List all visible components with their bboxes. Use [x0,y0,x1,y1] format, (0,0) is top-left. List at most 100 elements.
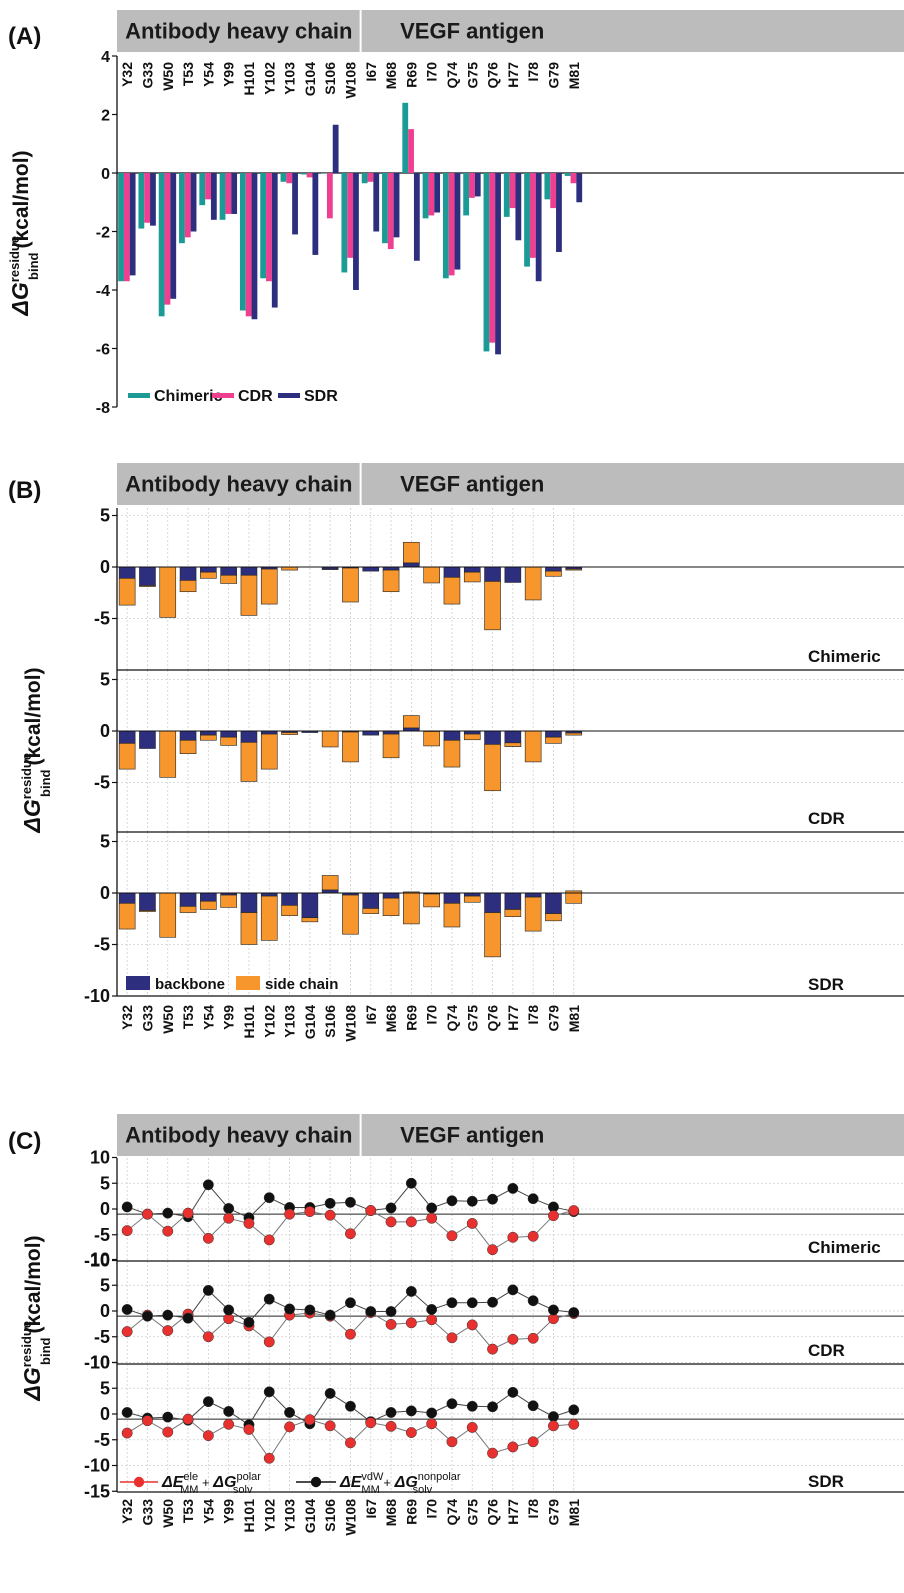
residue-tick-label: W50 [160,62,176,91]
residue-tick-label: H77 [505,1005,521,1031]
residue-tick-label: Y103 [282,1005,298,1038]
data-point-ele [345,1228,356,1240]
group-header-label: VEGF antigen [400,1123,544,1148]
residue-tick-label: R69 [403,62,419,88]
bar-side-chain [118,743,136,770]
residue-tick-label: I67 [363,62,379,82]
data-point-ele [284,1421,295,1433]
data-point-vdw [121,1407,133,1418]
bar-chimeric [260,173,267,279]
data-point-vdw [446,1195,458,1207]
panel-label: (B) [8,477,41,504]
residue-tick-label: S106 [322,62,338,95]
legend-subscript: solv [413,1484,433,1496]
legend-label: CDR [238,388,273,405]
bar-side-chain [484,912,501,958]
legend-text: ΔG [212,1474,236,1491]
data-point-ele [121,1225,133,1237]
bar-side-chain [423,731,440,747]
residue-tick-label: Y103 [282,62,298,95]
y-axis-label-subscript: bind [26,252,41,279]
bar-backbone [545,892,562,914]
data-point-ele [507,1441,519,1453]
bar-side-chain [382,569,400,593]
residue-tick-label: G104 [302,1005,318,1039]
legend-label: side chain [265,976,338,993]
data-point-ele [365,1417,377,1429]
data-point-vdw [223,1405,235,1417]
bar-sdr [190,173,197,232]
bar-side-chain [200,734,217,741]
residue-tick-label: Y99 [221,62,237,87]
legend-label-ele: ΔEele MM + ΔGpolar solv [161,1471,261,1496]
legend-subscript: MM [180,1484,198,1496]
bar-cdr [408,129,414,173]
data-point-vdw [568,1404,580,1416]
bar-backbone [362,566,380,572]
bar-side-chain [260,568,278,605]
data-point-ele [162,1325,174,1337]
bar-side-chain [159,892,177,938]
bar-side-chain [463,733,481,741]
bar-side-chain [362,908,380,914]
residue-tick-label: W50 [160,1499,176,1528]
bar-backbone [240,730,258,743]
subpanel-label: SDR [808,1472,844,1491]
data-point-vdw [121,1304,133,1315]
y-tick-label: 0 [100,1404,110,1424]
bar-chimeric [179,173,185,244]
y-axis-label: ΔGresidue bind (kcal/mol) [19,1235,53,1401]
bar-chimeric [564,173,571,176]
bar-cdr [428,173,435,216]
data-point-ele [182,1207,194,1219]
data-point-vdw [405,1285,417,1297]
y-axis-label: ΔGresidue bind (kcal/mol) [19,667,53,833]
residue-tick-label: Q74 [444,1499,460,1526]
y-axis-label: ΔGresidue bind (kcal/mol) [7,150,41,316]
bar-backbone [504,566,522,583]
bar-chimeric [199,173,206,206]
y-axis-label-subscript: bind [38,769,53,796]
y-tick-label: 10 [90,1250,110,1270]
legend-swatch-chimeric [128,393,150,398]
bar-chimeric [483,173,490,352]
residue-tick-label: M81 [566,1499,582,1526]
bar-side-chain [260,733,278,770]
data-point-ele [162,1225,174,1237]
bar-chimeric [341,173,348,273]
data-point-ele [243,1217,255,1229]
bar-side-chain [179,580,197,593]
bar-side-chain [281,905,298,916]
data-point-vdw [243,1316,255,1328]
bar-sdr [271,173,278,308]
bar-side-chain [281,732,298,735]
data-point-vdw [466,1297,478,1309]
bar-sdr [129,173,136,276]
bar-side-chain [321,875,339,891]
residue-tick-label: S106 [322,1005,338,1038]
bar-chimeric [382,173,388,244]
bar-side-chain [443,739,461,768]
y-tick-label: 5 [100,1173,110,1193]
data-point-vdw [385,1306,397,1317]
data-point-ele [466,1217,478,1229]
data-point-vdw [466,1400,478,1412]
bar-side-chain [524,566,542,601]
residue-tick-label: Y102 [261,1005,277,1038]
bar-side-chain [260,895,278,941]
bar-sdr [576,173,583,203]
bar-side-chain [220,736,237,746]
residue-tick-label: Y99 [221,1005,237,1030]
residue-tick-label: H101 [241,62,257,96]
y-axis-label-superscript: residue [19,753,34,799]
data-point-vdw [507,1284,519,1296]
bar-cdr [326,173,333,219]
bar-backbone [443,892,461,904]
y-axis-label-symbol: ΔG [19,799,45,833]
data-point-ele [304,1206,316,1218]
bar-side-chain [159,730,177,778]
panel-label: (C) [8,1128,41,1155]
data-point-vdw [345,1196,356,1208]
data-point-ele [405,1317,417,1329]
bar-cdr [529,173,536,258]
